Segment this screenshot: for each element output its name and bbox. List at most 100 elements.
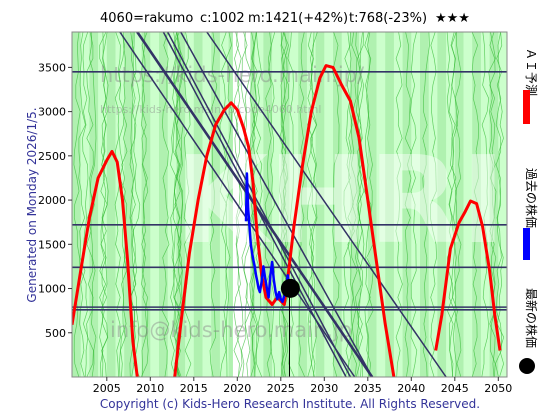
ai-forecast-line: [434, 199, 502, 351]
thin-green-line: [140, 32, 149, 377]
thin-green-line: [429, 32, 437, 377]
bg-band: [385, 32, 394, 377]
thin-green-line: [446, 32, 454, 377]
watermark-code-url: https://kids-hero.main.jp/code4060.html: [100, 103, 321, 116]
thin-green-line: [170, 32, 177, 377]
thin-green-line: [280, 32, 289, 377]
generated-date-label: Generated on Monday 2026/1/5.: [25, 107, 39, 302]
thin-green-line: [489, 32, 497, 377]
thin-green-line: [357, 32, 365, 377]
thin-green-line: [347, 32, 355, 377]
bg-band: [437, 32, 447, 377]
bg-band: [298, 32, 307, 377]
x-tick-label: 2030: [310, 382, 338, 395]
y-tick-label: 3000: [38, 106, 66, 119]
ai-forecast-series: [72, 64, 502, 377]
chart-header: 4060=rakumo c:1002 m:1421(+42%) t:768(-2…: [100, 11, 470, 26]
thin-green-line: [279, 32, 287, 377]
thin-green-line: [132, 32, 141, 377]
thin-green-line: [114, 32, 121, 377]
thin-green-line: [481, 32, 490, 377]
thin-green-line: [287, 32, 295, 377]
copyright-footer: Copyright (c) Kids-Hero Research Institu…: [100, 397, 480, 411]
thin-green-line: [240, 32, 248, 377]
y-tick-label: 2500: [38, 150, 66, 163]
x-tick-label: 2020: [223, 382, 251, 395]
thin-green-line: [366, 32, 374, 377]
rating-stars: ★★★: [435, 11, 470, 26]
bg-band: [333, 32, 342, 377]
x-tick-label: 2015: [180, 382, 208, 395]
thin-green-line: [306, 32, 315, 377]
thin-green-line: [209, 32, 218, 377]
bg-band: [454, 32, 464, 377]
thin-green-line: [73, 32, 81, 377]
bg-band: [402, 32, 412, 377]
thin-green-line: [219, 32, 228, 377]
legend-label-ai: ＡＩ予測: [524, 48, 538, 96]
thin-green-line: [120, 32, 128, 377]
x-tick-label: 2010: [136, 382, 164, 395]
y-tick-label: 2000: [38, 194, 66, 207]
bg-band: [263, 32, 273, 377]
thin-green-line: [280, 32, 289, 377]
thin-green-line: [89, 32, 97, 377]
thin-green-line: [225, 32, 233, 377]
diagonal-line: [167, 32, 352, 377]
legend-label-latest: 最新の株価: [524, 288, 539, 348]
thin-green-line: [451, 32, 458, 377]
bg-band: [489, 32, 499, 377]
thin-green-line: [81, 32, 89, 377]
thin-green-line: [251, 32, 259, 377]
ai-forecast-line: [72, 149, 139, 377]
thin-green-line: [161, 32, 170, 377]
thin-green-line: [281, 32, 289, 377]
x-tick-label: 2050: [484, 382, 512, 395]
y-tick-label: 3500: [38, 61, 66, 74]
y-tick-label: 500: [45, 327, 66, 340]
ai-forecast-line: [173, 64, 396, 377]
plot-area: KHRI https://kids-hero.main.jp/ https://…: [72, 32, 507, 377]
bg-band: [106, 32, 116, 377]
bg-band: [246, 32, 255, 377]
y-tick-label: 1500: [38, 238, 66, 251]
thin-green-line: [233, 32, 241, 377]
thin-green-line: [350, 32, 358, 377]
bg-band: [420, 32, 429, 377]
bg-band: [141, 32, 151, 377]
latest-price-marker: [280, 278, 300, 298]
thin-green-line: [267, 32, 276, 377]
x-tick-label: 2035: [354, 382, 382, 395]
thin-green-line: [404, 32, 412, 377]
max-price-label: m:1421(+42%): [248, 11, 348, 26]
diagonal-line: [180, 32, 373, 377]
thin-green-line: [395, 32, 404, 377]
thin-green-line: [495, 32, 503, 377]
thin-green-line: [363, 32, 372, 377]
thin-green-line: [298, 32, 306, 377]
current-price-label: c:1002: [200, 11, 245, 26]
plot-border: [71, 31, 508, 378]
thin-green-line: [422, 32, 430, 377]
bg-band: [211, 32, 220, 377]
x-axis-ticks: 2005 2010 2015 2020 2025 2030 2035 2040 2045 2050: [93, 377, 512, 395]
latest-price-dot: [280, 278, 300, 298]
y-tick-label: 1000: [38, 283, 66, 296]
thin-green-line: [496, 32, 505, 377]
thin-green-line: [309, 32, 317, 377]
thin-green-line: [129, 32, 137, 377]
target-price-label: t:768(-23%): [349, 11, 427, 26]
diagonal-line: [206, 32, 447, 377]
past-price-line: [244, 172, 291, 304]
thin-green-line: [356, 32, 364, 377]
thin-green-line: [264, 32, 272, 377]
thin-green-line: [183, 32, 192, 377]
legend-label-past: 過去の株価: [524, 168, 539, 228]
legend: ＡＩ予測 過去の株価 最新の株価: [519, 48, 539, 374]
bg-band: [315, 32, 325, 377]
bg-band: [72, 32, 81, 377]
legend-swatch-past: [523, 228, 530, 260]
x-tick-label: 2025: [267, 382, 295, 395]
watermark-logo: KHRI: [175, 132, 505, 271]
